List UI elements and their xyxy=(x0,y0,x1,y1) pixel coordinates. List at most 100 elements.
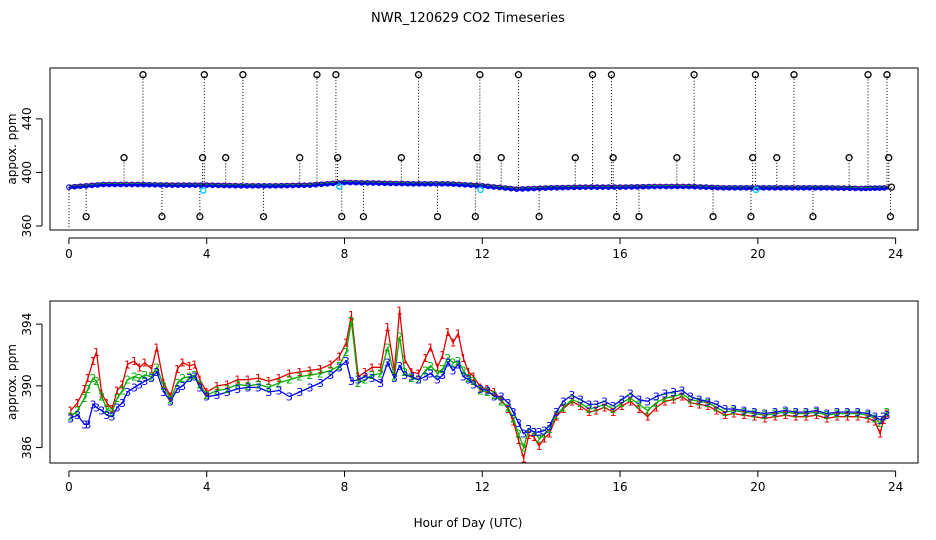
bottom-y-tick-label: 386 xyxy=(20,436,34,459)
top-baseline-point xyxy=(387,180,394,187)
bottom-series-point-3: 3 xyxy=(124,386,131,399)
top-baseline-point xyxy=(594,184,600,191)
bottom-series-point-2: 2 xyxy=(813,406,820,419)
top-baseline-point xyxy=(737,184,744,191)
top-baseline-point xyxy=(841,185,847,192)
top-baseline-point xyxy=(404,180,411,187)
bottom-series-point-1: 1 xyxy=(317,363,324,376)
top-baseline-point xyxy=(416,180,422,187)
bottom-series-point-3: 3 xyxy=(477,383,484,396)
top-baseline-point xyxy=(829,185,836,191)
top-baseline-point xyxy=(732,184,738,191)
top-baseline-point xyxy=(450,181,457,187)
top-baseline-point xyxy=(720,184,727,191)
bottom-series-point-1: 1 xyxy=(525,429,532,442)
bottom-series-point-1: 1 xyxy=(348,309,355,322)
top-flagged-point xyxy=(690,71,698,79)
bottom-series-point-1: 1 xyxy=(741,409,748,422)
bottom-series-point-1: 1 xyxy=(196,374,203,387)
bottom-series-point-1: 1 xyxy=(470,371,477,384)
top-baseline-point xyxy=(238,182,245,189)
bottom-series-point-2: 2 xyxy=(884,406,891,419)
bottom-x-tick-label: 4 xyxy=(203,480,211,494)
bottom-series-point-1: 1 xyxy=(136,361,143,374)
bottom-x-tick-label: 24 xyxy=(888,480,903,494)
bottom-series-point-2: 2 xyxy=(687,394,694,407)
bottom-series-point-3: 3 xyxy=(67,412,74,425)
top-baseline-point xyxy=(364,180,371,186)
bottom-series-point-3: 3 xyxy=(515,417,522,430)
bottom-series-point-2: 2 xyxy=(844,408,851,421)
top-baseline-point xyxy=(663,183,669,190)
bottom-series-point-1: 1 xyxy=(444,326,451,339)
top-flagged-point xyxy=(773,154,781,162)
bottom-series-point-3: 3 xyxy=(505,397,512,410)
bottom-series-point-2: 2 xyxy=(391,371,398,384)
bottom-series-point-1: 1 xyxy=(369,361,376,374)
bottom-series-point-1: 1 xyxy=(661,395,668,408)
bottom-series-point-1: 1 xyxy=(67,405,74,418)
bottom-series-point-3: 3 xyxy=(265,386,272,399)
top-baseline-point xyxy=(347,179,354,186)
top-baseline-point xyxy=(726,184,732,191)
top-baseline-point xyxy=(525,185,532,192)
bottom-series-point-2: 2 xyxy=(434,368,441,381)
top-baseline-point xyxy=(605,184,612,191)
bottom-series-point-2: 2 xyxy=(670,391,677,404)
top-baseline-point xyxy=(485,183,491,190)
bottom-series-point-3: 3 xyxy=(653,391,660,404)
top-baseline-point xyxy=(226,182,233,189)
bottom-series-point-1: 1 xyxy=(601,401,608,414)
top-baseline-point xyxy=(473,182,480,189)
top-baseline-point xyxy=(117,181,124,188)
bottom-series-point-3: 3 xyxy=(491,391,498,404)
bottom-series-point-3: 3 xyxy=(114,401,121,414)
bottom-series-point-1: 1 xyxy=(510,415,517,428)
top-y-axis-label: appox. ppm xyxy=(5,113,19,184)
bottom-series-point-1: 1 xyxy=(761,412,768,425)
top-flagged-point xyxy=(333,154,342,162)
bottom-series-point-3: 3 xyxy=(696,394,703,407)
bottom-series-point-2: 2 xyxy=(653,397,660,410)
top-baseline-point xyxy=(393,180,400,187)
bottom-series-point-1: 1 xyxy=(114,384,121,397)
bottom-series-point-1: 1 xyxy=(84,372,91,385)
bottom-series-point-1: 1 xyxy=(343,337,350,350)
bottom-series-point-2: 2 xyxy=(141,369,148,382)
bottom-series-point-2: 2 xyxy=(730,405,737,418)
bottom-series-point-1: 1 xyxy=(803,411,810,424)
bottom-series-point-1: 1 xyxy=(553,411,560,424)
bottom-series-point-2: 2 xyxy=(377,368,384,381)
bottom-series-point-2: 2 xyxy=(203,389,210,402)
bottom-series-point-3: 3 xyxy=(484,384,491,397)
bottom-series-point-3: 3 xyxy=(844,406,851,419)
bottom-series-point-3: 3 xyxy=(553,406,560,419)
bottom-series-point-3: 3 xyxy=(136,378,143,391)
bottom-series-point-3: 3 xyxy=(470,378,477,391)
top-flagged-point xyxy=(120,154,128,162)
top-baseline-point xyxy=(289,182,296,189)
top-y-tick-label: 360 xyxy=(20,215,34,238)
bottom-series-point-1: 1 xyxy=(515,434,522,447)
top-baseline-point xyxy=(502,185,509,191)
bottom-series-point-2: 2 xyxy=(515,428,522,441)
top-cyan-point xyxy=(199,187,207,194)
bottom-series-point-3: 3 xyxy=(103,409,110,422)
top-baseline-point xyxy=(272,182,279,189)
bottom-series-point-2: 2 xyxy=(191,369,198,382)
bottom-series-point-2: 2 xyxy=(384,341,391,354)
bottom-series-point-3: 3 xyxy=(813,405,820,418)
bottom-series-point-2: 2 xyxy=(109,406,116,419)
bottom-series-point-1: 1 xyxy=(450,337,457,350)
bottom-series-point-2: 2 xyxy=(327,364,334,377)
top-flagged-point xyxy=(196,212,204,221)
top-flagged-point xyxy=(887,183,896,191)
bottom-series-point-2: 2 xyxy=(444,352,451,365)
top-baseline-point xyxy=(640,183,646,190)
bottom-series-point-1: 1 xyxy=(884,408,891,421)
bottom-series-point-3: 3 xyxy=(601,395,608,408)
bottom-series-point-2: 2 xyxy=(148,371,155,384)
top-x-tick-label: 20 xyxy=(750,247,765,261)
bottom-series-point-1: 1 xyxy=(327,358,334,371)
